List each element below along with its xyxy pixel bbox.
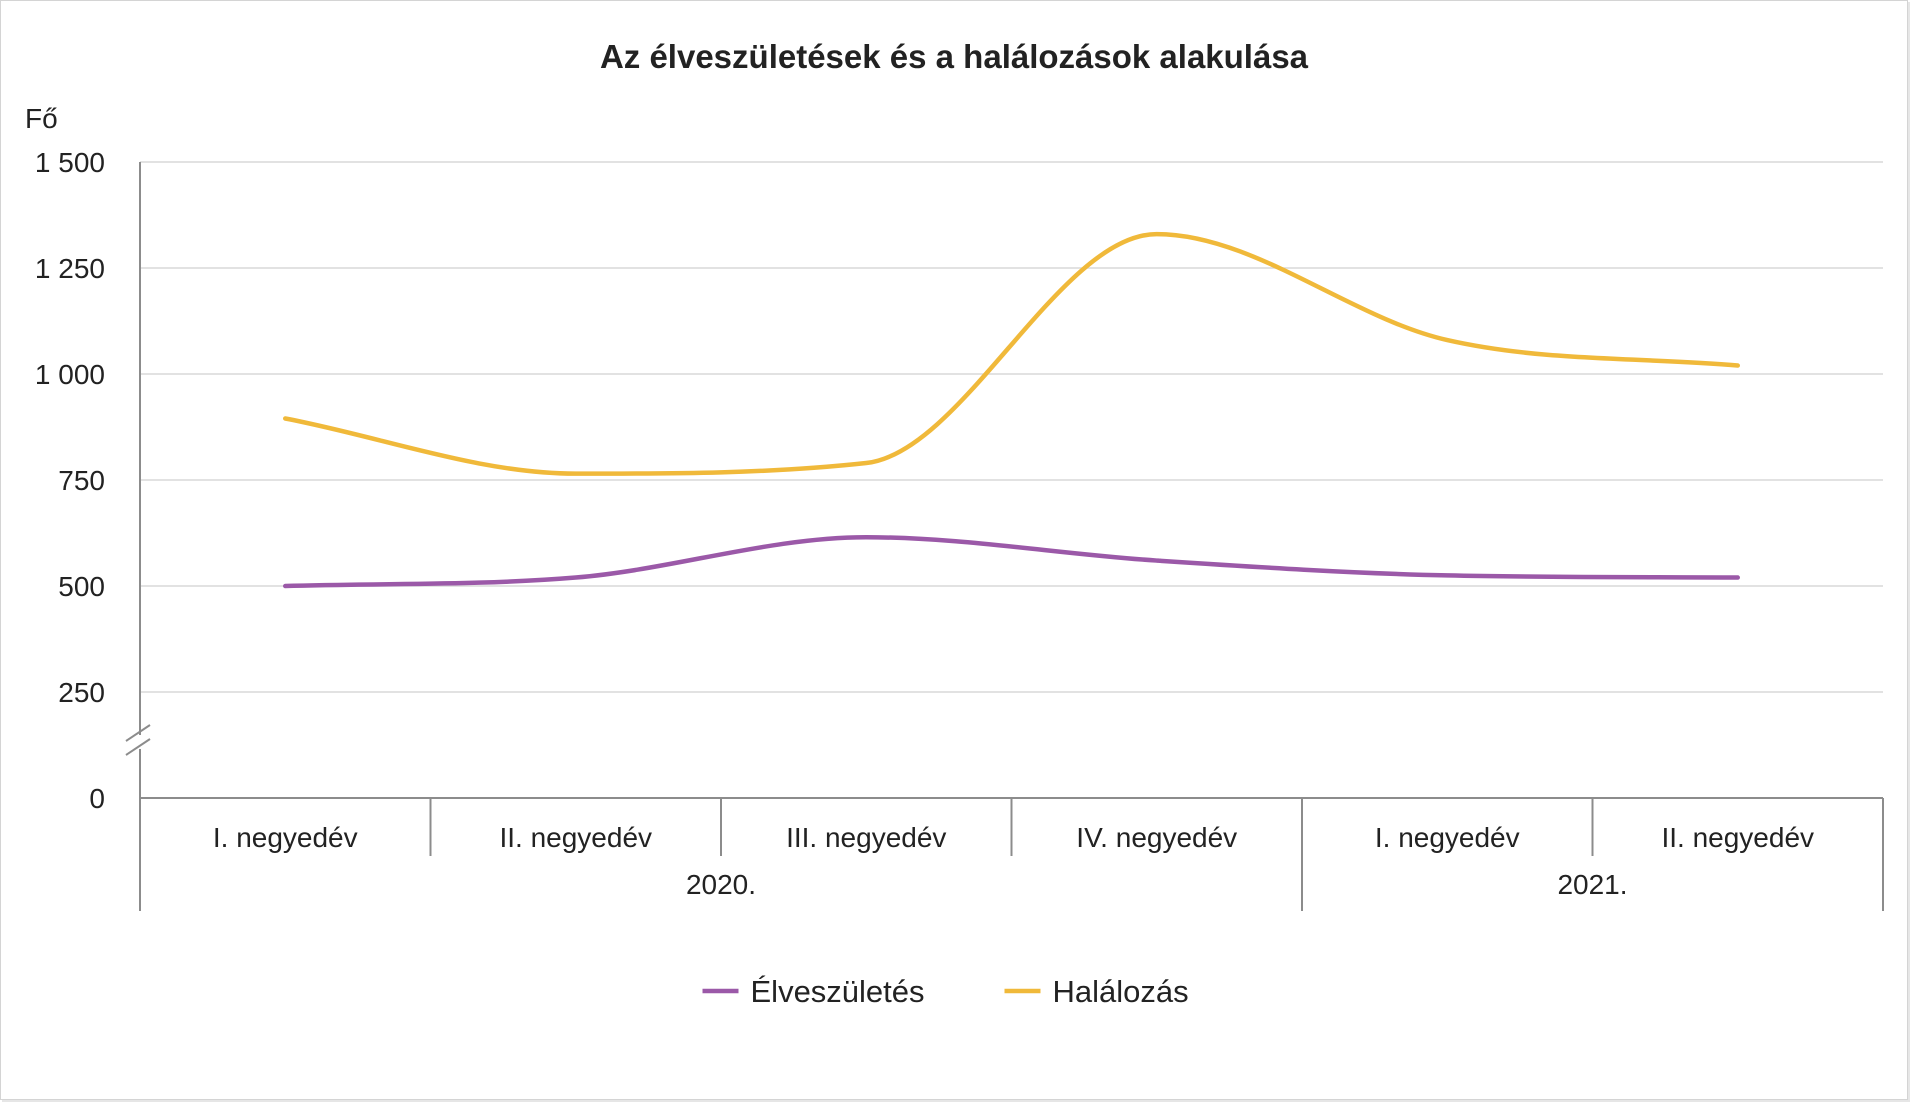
x-tick-label: II. negyedév — [499, 822, 652, 853]
legend-label: Élveszületés — [751, 974, 925, 1009]
axes — [125, 162, 1884, 911]
legend-label: Halálozás — [1053, 974, 1189, 1009]
y-axis-unit-label: Fő — [25, 103, 58, 134]
y-axis-ticks: 0 250 500 750 1 000 1 250 1 500 — [35, 147, 105, 814]
series-line-births — [283, 534, 1740, 589]
axis-break-gap — [128, 735, 152, 749]
series-line-deaths — [283, 231, 1740, 476]
axis-break-mark — [125, 724, 151, 742]
x-axis-ticks: I. negyedév II. negyedév III. negyedév IV. … — [213, 798, 1814, 911]
y-tick-label: 0 — [89, 783, 105, 814]
x-group-label: 2021. — [1557, 869, 1627, 900]
axis-break-mark — [125, 738, 151, 756]
legend-item[interactable]: Élveszületés — [702, 974, 925, 1009]
x-tick-label: II. negyedév — [1661, 822, 1814, 853]
y-tick-label: 1 500 — [35, 147, 105, 178]
x-tick-label: I. negyedév — [1375, 822, 1520, 853]
series-lines — [283, 231, 1740, 589]
gridlines — [140, 161, 1883, 693]
y-tick-label: 1 000 — [35, 359, 105, 390]
y-tick-label: 500 — [58, 571, 105, 602]
legend-item[interactable]: Halálozás — [1004, 974, 1189, 1009]
y-tick-label: 750 — [58, 465, 105, 496]
x-tick-label: IV. negyedév — [1076, 822, 1237, 853]
x-tick-label: III. negyedév — [786, 822, 946, 853]
x-group-label: 2020. — [686, 869, 756, 900]
y-tick-label: 250 — [58, 677, 105, 708]
legend: Élveszületés Halálozás — [702, 974, 1189, 1009]
y-tick-label: 1 250 — [35, 253, 105, 284]
chart-title: Az élveszületések és a halálozások alaku… — [600, 38, 1309, 75]
x-tick-label: I. negyedév — [213, 822, 358, 853]
